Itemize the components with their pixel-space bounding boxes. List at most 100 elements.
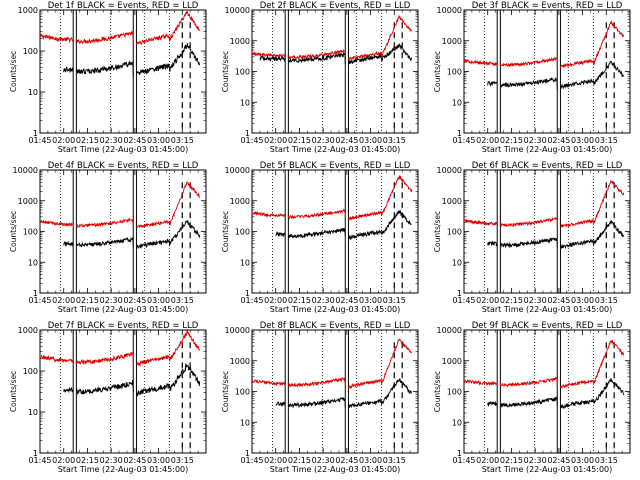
panel-title: Det 9f BLACK = Events, RED = LLD <box>472 321 623 331</box>
panel-title-black: BLACK = Events, <box>501 321 573 331</box>
x-tick-label: 02:45 <box>123 136 146 145</box>
y-tick-label: 1 <box>457 129 462 138</box>
x-tick-label: 02:45 <box>335 456 358 465</box>
y-tick-label: 10 <box>452 258 462 267</box>
y-tick-label: 1 <box>33 289 38 298</box>
y-tick-label: 10 <box>240 258 250 267</box>
panel-title-black: BLACK = Events, <box>77 161 149 171</box>
plot-frame <box>39 9 207 134</box>
panel-det-8f: Det 8f BLACK = Events, RED = LLD 1 10 100 1000… <box>221 321 419 474</box>
panel-title-red: RED = LLD <box>364 1 411 11</box>
y-tick-label: 100 <box>23 47 38 56</box>
panel-title-black: BLACK = Events, <box>289 321 361 331</box>
panel-title-red: RED = LLD <box>152 321 199 331</box>
y-tick-label: 10000 <box>437 166 462 175</box>
x-tick-label: 02:30 <box>312 296 335 305</box>
y-axis-label: Counts/sec <box>9 51 18 92</box>
x-tick-label: 02:45 <box>123 296 146 305</box>
y-tick-label: 1 <box>33 129 38 138</box>
x-axis-label: Start Time (22-Aug-03 01:45:00) <box>270 145 401 154</box>
panel-title-black: BLACK = Events, <box>289 161 361 171</box>
x-tick-label: 02:00 <box>476 456 499 465</box>
panel-title-detector: Det 5f <box>260 161 287 171</box>
y-axis-label: Counts/sec <box>433 51 442 92</box>
x-tick-label: 02:45 <box>335 136 358 145</box>
y-tick-label: 100 <box>235 388 250 397</box>
x-tick-label: 03:15 <box>595 136 618 145</box>
panel-title: Det 4f BLACK = Events, RED = LLD <box>48 161 199 171</box>
y-tick-label: 10000 <box>437 6 462 15</box>
y-tick-label: 1 <box>245 129 250 138</box>
x-tick-label: 02:45 <box>547 136 570 145</box>
plot-frame <box>39 169 207 294</box>
y-tick-label: 10 <box>240 418 250 427</box>
x-tick-label: 02:30 <box>524 456 547 465</box>
x-tick-label: 01:45 <box>28 136 51 145</box>
panel-title-red: RED = LLD <box>152 161 199 171</box>
x-tick-label: 02:00 <box>52 296 75 305</box>
x-tick-label: 01:45 <box>240 296 263 305</box>
x-axis-label: Start Time (22-Aug-03 01:45:00) <box>482 145 613 154</box>
x-tick-label: 03:15 <box>171 136 194 145</box>
events-curve <box>275 378 413 409</box>
lld-curve <box>39 181 201 229</box>
x-tick-label: 02:00 <box>52 136 75 145</box>
y-tick-label: 100 <box>23 228 38 237</box>
x-tick-label: 02:15 <box>500 456 523 465</box>
panel-det-6f: Det 6f BLACK = Events, RED = LLD 1 10 100 1000… <box>433 161 631 314</box>
x-axis-label: Start Time (22-Aug-03 01:45:00) <box>482 305 613 314</box>
panel-title: Det 7f BLACK = Events, RED = LLD <box>48 321 199 331</box>
x-tick-label: 02:00 <box>476 136 499 145</box>
x-tick-label: 02:15 <box>76 136 99 145</box>
x-tick-label: 02:00 <box>264 296 287 305</box>
panel-det-5f: Det 5f BLACK = Events, RED = LLD 1 10 100 1000… <box>221 161 419 314</box>
panel-title: Det 5f BLACK = Events, RED = LLD <box>260 161 411 171</box>
panel-det-9f: Det 9f BLACK = Events, RED = LLD 1 10 100 1000… <box>433 321 631 474</box>
x-tick-label: 02:15 <box>288 296 311 305</box>
events-curve <box>487 378 625 409</box>
events-curve <box>275 209 412 241</box>
panel-title: Det 2f BLACK = Events, RED = LLD <box>260 1 411 11</box>
panel-title: Det 6f BLACK = Events, RED = LLD <box>472 161 623 171</box>
panel-title-black: BLACK = Events, <box>501 161 573 171</box>
x-tick-label: 03:00 <box>359 136 382 145</box>
y-tick-label: 1000 <box>230 357 250 366</box>
panel-title-black: BLACK = Events, <box>289 1 361 11</box>
panel-title-detector: Det 9f <box>472 321 499 331</box>
x-tick-label: 03:00 <box>147 296 170 305</box>
y-tick-label: 10000 <box>437 326 462 335</box>
lld-curve <box>39 330 201 367</box>
x-tick-label: 02:00 <box>52 456 75 465</box>
y-tick-label: 100 <box>447 388 462 397</box>
panel-title-detector: Det 6f <box>472 161 499 171</box>
events-curve <box>487 60 624 90</box>
x-tick-label: 03:15 <box>171 456 194 465</box>
events-curve <box>63 219 201 250</box>
lld-curve <box>463 19 625 69</box>
panel-title-detector: Det 7f <box>48 321 75 331</box>
x-tick-label: 03:15 <box>383 296 406 305</box>
panel-det-7f: Det 7f BLACK = Events, RED = LLD 1 10 100 1000… <box>9 321 207 474</box>
x-tick-label: 03:15 <box>383 456 406 465</box>
y-tick-label: 1000 <box>442 197 462 206</box>
y-tick-label: 10 <box>240 98 250 107</box>
y-tick-label: 10000 <box>225 6 250 15</box>
y-tick-label: 1 <box>245 289 250 298</box>
x-axis-label: Start Time (22-Aug-03 01:45:00) <box>58 305 189 314</box>
y-tick-label: 10 <box>28 258 38 267</box>
plot-frame <box>251 329 419 454</box>
lld-curve <box>463 339 625 390</box>
lld-curve <box>251 15 413 61</box>
lld-curve <box>464 180 625 228</box>
x-axis-label: Start Time (22-Aug-03 01:45:00) <box>58 465 189 474</box>
x-tick-label: 03:00 <box>571 456 594 465</box>
y-tick-label: 10 <box>28 88 38 97</box>
x-tick-label: 02:30 <box>100 136 123 145</box>
x-tick-label: 02:15 <box>76 456 99 465</box>
panel-title-detector: Det 8f <box>260 321 287 331</box>
events-curve <box>259 42 413 65</box>
x-tick-label: 03:00 <box>571 136 594 145</box>
y-tick-label: 10 <box>28 408 38 417</box>
panel-title-black: BLACK = Events, <box>77 1 149 11</box>
y-tick-label: 1 <box>33 449 38 458</box>
